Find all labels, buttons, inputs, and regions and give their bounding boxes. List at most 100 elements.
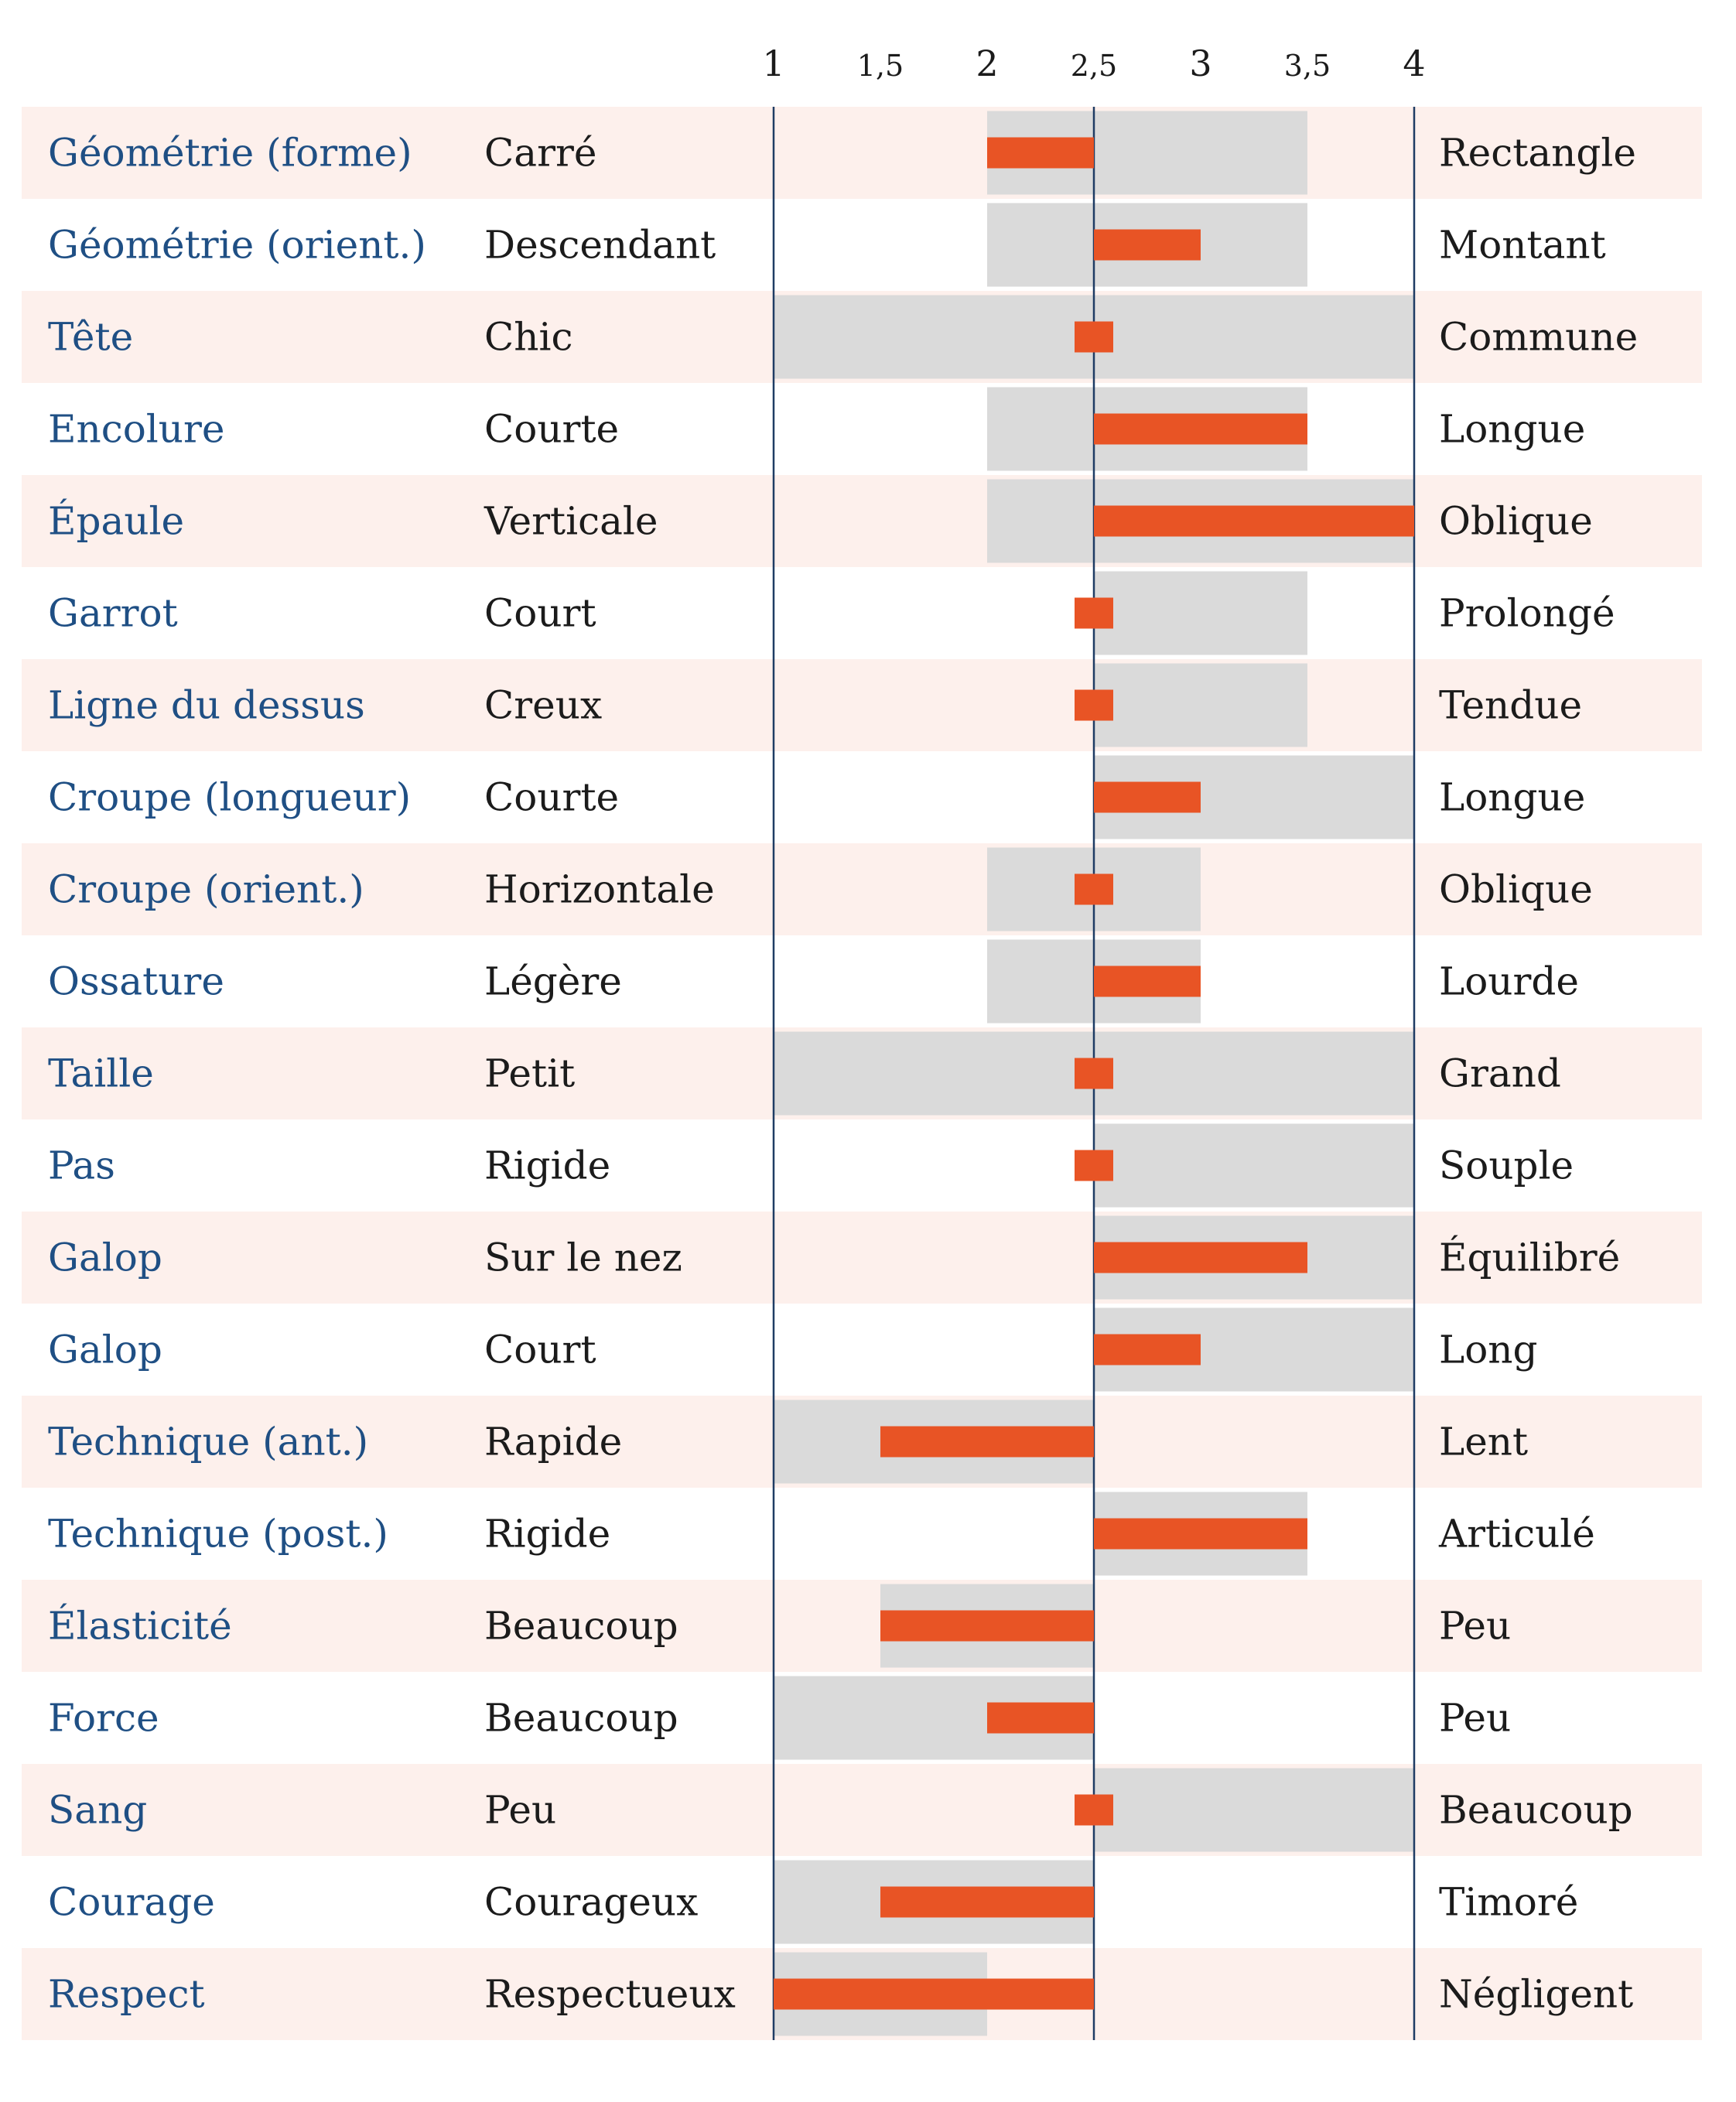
attribute-label: Géométrie (orient.) (48, 223, 426, 268)
attribute-label: Pas (48, 1143, 115, 1188)
high-pole-label: Lent (1439, 1420, 1528, 1465)
low-pole-label: Respectueux (484, 1972, 736, 2017)
x-tick-label: 1 (762, 43, 784, 84)
low-pole-label: Court (484, 591, 596, 636)
high-pole-label: Peu (1439, 1696, 1511, 1741)
low-pole-label: Verticale (484, 499, 658, 544)
attribute-label: Respect (48, 1972, 205, 2017)
range-bar (1094, 1768, 1414, 1852)
value-bar (1075, 689, 1113, 721)
attribute-label: Sang (48, 1788, 147, 1833)
low-pole-label: Rapide (484, 1420, 622, 1465)
value-bar (1075, 1150, 1113, 1181)
low-pole-label: Court (484, 1328, 596, 1372)
high-pole-label: Longue (1439, 407, 1585, 452)
high-pole-label: Négligent (1439, 1972, 1633, 2017)
attribute-label: Taille (48, 1051, 154, 1096)
value-bar (1075, 873, 1113, 905)
value-bar (880, 1426, 1094, 1458)
attribute-label: Élasticité (48, 1603, 232, 1649)
high-pole-label: Souple (1439, 1143, 1574, 1188)
low-pole-label: Horizontale (484, 867, 715, 912)
high-pole-label: Tendue (1439, 683, 1582, 728)
high-pole-label: Lourde (1439, 959, 1579, 1004)
x-tick-label: 2 (976, 43, 998, 84)
row-band (22, 1580, 1702, 1672)
low-pole-label: Courte (484, 407, 619, 452)
row-band (22, 1764, 1702, 1856)
high-pole-label: Peu (1439, 1604, 1511, 1649)
x-tick-label: 3 (1189, 43, 1211, 84)
attribute-label: Encolure (48, 407, 225, 452)
value-bar (1094, 966, 1201, 997)
attribute-label: Technique (ant.) (48, 1420, 368, 1465)
row-band (22, 107, 1702, 199)
attribute-label: Force (48, 1696, 159, 1741)
high-pole-label: Long (1439, 1328, 1538, 1372)
low-pole-label: Chic (484, 315, 572, 360)
value-bar (1094, 413, 1307, 445)
low-pole-label: Beaucoup (484, 1696, 678, 1741)
low-pole-label: Beaucoup (484, 1604, 678, 1649)
low-pole-label: Carré (484, 131, 596, 176)
row-band (22, 1212, 1702, 1304)
low-pole-label: Courageux (484, 1880, 698, 1925)
value-bar (1075, 597, 1113, 629)
attribute-label: Galop (48, 1236, 162, 1280)
attribute-label: Croupe (orient.) (48, 867, 364, 912)
attribute-label: Géométrie (forme) (48, 131, 412, 176)
high-pole-label: Grand (1439, 1051, 1561, 1096)
low-pole-label: Sur le nez (484, 1236, 682, 1280)
attribute-label: Tête (48, 315, 133, 360)
x-axis-ticks: 1 1,5 2 2,5 3 3,5 4 (762, 43, 1425, 84)
value-bar (1094, 1242, 1307, 1273)
low-pole-label: Rigide (484, 1512, 610, 1557)
value-bar (1094, 505, 1414, 537)
attribute-label: Technique (post.) (48, 1512, 388, 1557)
high-pole-label: Montant (1439, 223, 1606, 268)
attribute-label: Galop (48, 1328, 162, 1372)
high-pole-label: Rectangle (1439, 131, 1636, 176)
low-pole-label: Peu (484, 1788, 556, 1833)
value-bar (1075, 1058, 1113, 1089)
high-pole-label: Articulé (1438, 1512, 1595, 1557)
low-pole-label: Creux (484, 683, 602, 728)
low-pole-label: Petit (484, 1051, 575, 1096)
row-band (22, 843, 1702, 935)
value-bar (1094, 781, 1201, 813)
value-bar (1094, 1518, 1307, 1550)
low-pole-label: Descendant (484, 223, 716, 268)
value-bar (1094, 229, 1201, 261)
x-tick-label: 3,5 (1284, 49, 1331, 83)
x-tick-label: 2,5 (1071, 49, 1117, 83)
high-pole-label: Équilibré (1439, 1235, 1620, 1280)
low-pole-label: Légère (484, 959, 622, 1004)
high-pole-label: Longue (1439, 775, 1585, 820)
value-bar (880, 1886, 1094, 1918)
high-pole-label: Oblique (1439, 867, 1593, 912)
low-pole-label: Rigide (484, 1143, 610, 1188)
x-tick-label: 4 (1403, 43, 1425, 84)
high-pole-label: Timoré (1439, 1880, 1578, 1925)
low-pole-label: Courte (484, 775, 619, 820)
value-bar (1075, 1794, 1113, 1826)
high-pole-label: Beaucoup (1439, 1788, 1633, 1833)
range-bar (1094, 571, 1307, 655)
attribute-label: Courage (48, 1880, 215, 1925)
attribute-label: Garrot (48, 591, 178, 636)
value-bar (987, 1702, 1094, 1734)
attribute-label: Épaule (48, 498, 184, 544)
high-pole-label: Prolongé (1439, 591, 1615, 636)
value-bar (880, 1610, 1094, 1642)
attribute-label: Croupe (longueur) (48, 775, 411, 820)
range-bar (1094, 1123, 1414, 1208)
row-labels: Géométrie (forme) Carré Rectangle Géométrie… (48, 131, 1638, 2017)
range-bar (1094, 663, 1307, 747)
row-band (22, 659, 1702, 751)
value-bar (987, 137, 1094, 169)
value-bar (1094, 1334, 1201, 1365)
high-pole-label: Commune (1439, 315, 1638, 360)
attribute-label: Ligne du dessus (48, 683, 365, 728)
high-pole-label: Oblique (1439, 499, 1593, 544)
